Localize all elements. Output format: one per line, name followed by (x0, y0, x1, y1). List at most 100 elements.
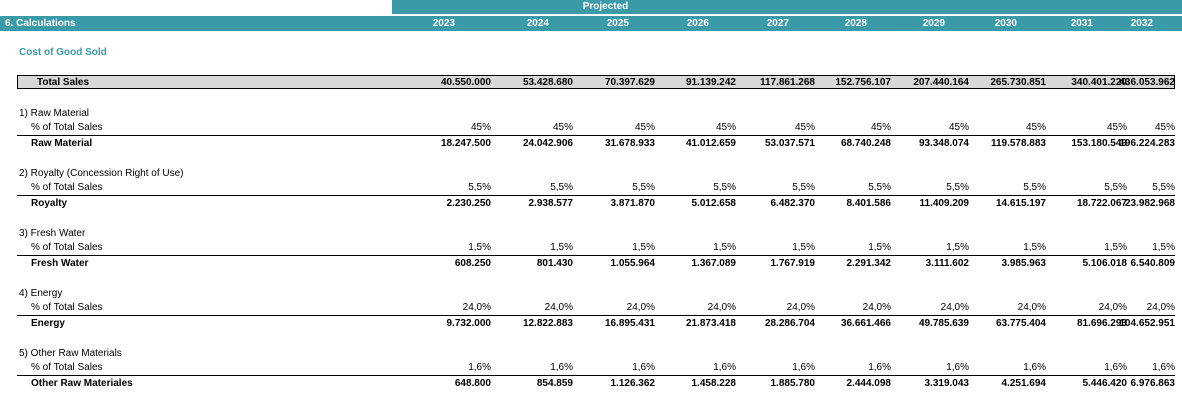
pct-value[interactable]: 5,5% (468, 182, 491, 193)
pct-value[interactable]: 24,0% (462, 302, 491, 313)
line-total-value[interactable]: 1.458.228 (691, 378, 737, 389)
line-total-value[interactable]: 153.180.549 (1071, 138, 1127, 149)
line-total-value[interactable]: 6.976.863 (1130, 378, 1176, 389)
pct-value[interactable]: 24,0% (862, 302, 891, 313)
total-sales-value[interactable]: 152.756.107 (835, 77, 891, 88)
pct-value[interactable]: 45% (794, 122, 815, 133)
line-total-value[interactable]: 1.055.964 (610, 258, 656, 269)
pct-value[interactable]: 1,5% (1023, 242, 1046, 253)
line-total-value[interactable]: 9.732.000 (446, 318, 492, 329)
section-label[interactable]: 6. Calculations (5, 18, 76, 29)
line-total-value[interactable]: 608.250 (454, 258, 491, 269)
line-total-value[interactable]: 3.985.963 (1001, 258, 1047, 269)
line-total-value[interactable]: 1.885.780 (770, 378, 816, 389)
line-total-value[interactable]: 2.444.098 (846, 378, 892, 389)
pct-value[interactable]: 5,5% (550, 182, 573, 193)
pct-value[interactable]: 24,0% (544, 302, 573, 313)
pct-value[interactable]: 24,0% (1017, 302, 1046, 313)
line-total-value[interactable]: 53.037.571 (764, 138, 815, 149)
pct-value[interactable]: 45% (1106, 122, 1127, 133)
total-sales-value[interactable]: 265.730.851 (990, 77, 1046, 88)
line-total-value[interactable]: 21.873.418 (685, 318, 736, 329)
line-total-value[interactable]: 11.409.209 (919, 198, 970, 209)
line-total-value[interactable]: 93.348.074 (918, 138, 969, 149)
line-total-label[interactable]: Fresh Water (31, 258, 89, 269)
pct-value[interactable]: 45% (634, 122, 655, 133)
pct-value[interactable]: 1,6% (550, 362, 573, 373)
line-total-value[interactable]: 49.785.639 (918, 318, 969, 329)
pct-value[interactable]: 1,6% (1023, 362, 1046, 373)
section-title[interactable]: 1) Raw Material (19, 108, 90, 119)
pct-value[interactable]: 45% (552, 122, 573, 133)
line-total-value[interactable]: 1.126.362 (610, 378, 656, 389)
line-total-value[interactable]: 18.247.500 (440, 138, 491, 149)
total-sales-value[interactable]: 436.053.962 (1119, 77, 1175, 88)
pct-value[interactable]: 5,5% (713, 182, 736, 193)
total-sales-row[interactable] (17, 75, 1175, 89)
pct-value[interactable]: 24,0% (786, 302, 815, 313)
pct-value[interactable]: 5,5% (1152, 182, 1175, 193)
line-total-value[interactable]: 5.446.420 (1082, 378, 1128, 389)
pct-value[interactable]: 5,5% (792, 182, 815, 193)
pct-value[interactable]: 45% (1154, 122, 1175, 133)
line-total-value[interactable]: 801.430 (536, 258, 573, 269)
pct-label[interactable]: % of Total Sales (31, 362, 103, 373)
pct-value[interactable]: 1,5% (550, 242, 573, 253)
pct-value[interactable]: 1,5% (632, 242, 655, 253)
pct-value[interactable]: 1,6% (1152, 362, 1175, 373)
line-total-value[interactable]: 3.111.602 (925, 258, 969, 269)
line-total-value[interactable]: 6.540.809 (1130, 258, 1176, 269)
line-total-value[interactable]: 23.982.968 (1124, 198, 1175, 209)
pct-value[interactable]: 5,5% (946, 182, 969, 193)
line-total-value[interactable]: 119.578.883 (990, 138, 1046, 149)
pct-value[interactable]: 24,0% (626, 302, 655, 313)
line-total-value[interactable]: 8.401.586 (846, 198, 892, 209)
total-sales-value[interactable]: 207.440.164 (913, 77, 969, 88)
line-total-value[interactable]: 196.224.283 (1119, 138, 1175, 149)
pct-value[interactable]: 1,6% (792, 362, 815, 373)
line-total-value[interactable]: 12.822.883 (522, 318, 573, 329)
line-total-label[interactable]: Energy (31, 318, 65, 329)
pct-value[interactable]: 45% (715, 122, 736, 133)
line-total-value[interactable]: 2.938.577 (528, 198, 574, 209)
pct-value[interactable]: 1,5% (1104, 242, 1127, 253)
line-total-value[interactable]: 24.042.906 (522, 138, 573, 149)
line-total-value[interactable]: 14.615.197 (995, 198, 1046, 209)
pct-value[interactable]: 24,0% (707, 302, 736, 313)
total-sales-value[interactable]: 340.401.220 (1071, 77, 1127, 88)
section-title[interactable]: 4) Energy (19, 288, 63, 299)
pct-value[interactable]: 5,5% (1104, 182, 1127, 193)
total-sales-label[interactable]: Total Sales (37, 77, 90, 88)
line-total-value[interactable]: 104.652.951 (1119, 318, 1175, 329)
line-total-value[interactable]: 18.722.067 (1076, 198, 1127, 209)
line-total-value[interactable]: 36.661.466 (840, 318, 891, 329)
line-total-value[interactable]: 31.678.933 (604, 138, 655, 149)
pct-value[interactable]: 1,5% (868, 242, 891, 253)
line-total-value[interactable]: 854.859 (536, 378, 573, 389)
pct-value[interactable]: 1,6% (468, 362, 491, 373)
pct-value[interactable]: 1,5% (946, 242, 969, 253)
pct-value[interactable]: 45% (948, 122, 969, 133)
pct-label[interactable]: % of Total Sales (31, 302, 103, 313)
pct-value[interactable]: 1,5% (713, 242, 736, 253)
line-total-value[interactable]: 2.291.342 (846, 258, 892, 269)
pct-value[interactable]: 1,6% (1104, 362, 1127, 373)
pct-label[interactable]: % of Total Sales (31, 242, 103, 253)
pct-value[interactable]: 1,5% (1152, 242, 1175, 253)
line-total-label[interactable]: Raw Material (31, 138, 93, 149)
pct-value[interactable]: 5,5% (868, 182, 891, 193)
pct-value[interactable]: 45% (470, 122, 491, 133)
pct-value[interactable]: 1,6% (868, 362, 891, 373)
line-total-value[interactable]: 1.367.089 (691, 258, 737, 269)
line-total-label[interactable]: Royalty (31, 198, 68, 209)
line-total-value[interactable]: 3.871.870 (610, 198, 656, 209)
line-total-value[interactable]: 68.740.248 (840, 138, 891, 149)
pct-value[interactable]: 24,0% (1098, 302, 1127, 313)
line-total-value[interactable]: 5.012.658 (691, 198, 737, 209)
pct-value[interactable]: 1,5% (468, 242, 491, 253)
line-total-value[interactable]: 4.251.694 (1001, 378, 1047, 389)
pct-value[interactable]: 5,5% (1023, 182, 1046, 193)
pct-value[interactable]: 24,0% (1146, 302, 1175, 313)
total-sales-value[interactable]: 91.139.242 (685, 77, 736, 88)
line-total-value[interactable]: 63.775.404 (995, 318, 1046, 329)
